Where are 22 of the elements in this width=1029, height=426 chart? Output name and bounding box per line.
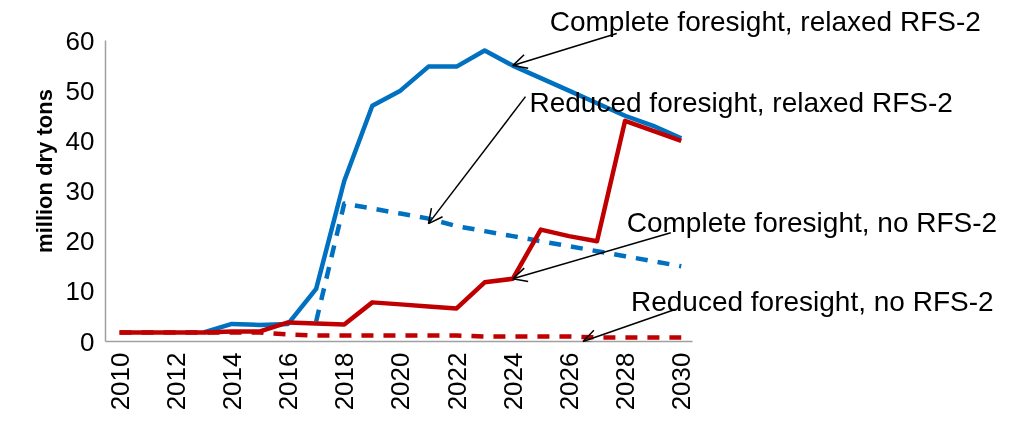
annotation: Complete foresight, no RFS-2 (626, 206, 998, 238)
y-tick-label: 0 (80, 326, 95, 357)
x-tick-label: 2014 (216, 352, 247, 411)
y-tick-label: 30 (65, 176, 95, 206)
x-tick-label: 2018 (329, 352, 360, 411)
x-tick-label: 2030 (666, 352, 697, 411)
y-tick-label: 60 (65, 25, 95, 56)
y-tick-label: 20 (65, 226, 95, 257)
x-tick-label: 2010 (104, 352, 135, 411)
x-tick-label: 2016 (273, 352, 304, 411)
x-tick-label: 2022 (441, 352, 472, 411)
y-tick-label: 50 (65, 75, 95, 106)
x-tick-label: 2028 (610, 352, 641, 411)
y-axis-title: million dry tons (31, 89, 57, 253)
x-tick-label: 2024 (497, 352, 528, 411)
x-tick-label: 2020 (385, 352, 416, 411)
y-tick-label: 40 (65, 125, 95, 156)
y-tick-label: 10 (65, 276, 95, 307)
x-tick-label: 2012 (160, 352, 191, 411)
x-tick-label: 2026 (553, 352, 584, 411)
annotation: Reduced foresight, no RFS-2 (630, 285, 994, 317)
annotation: Complete foresight, relaxed RFS-2 (549, 5, 981, 37)
